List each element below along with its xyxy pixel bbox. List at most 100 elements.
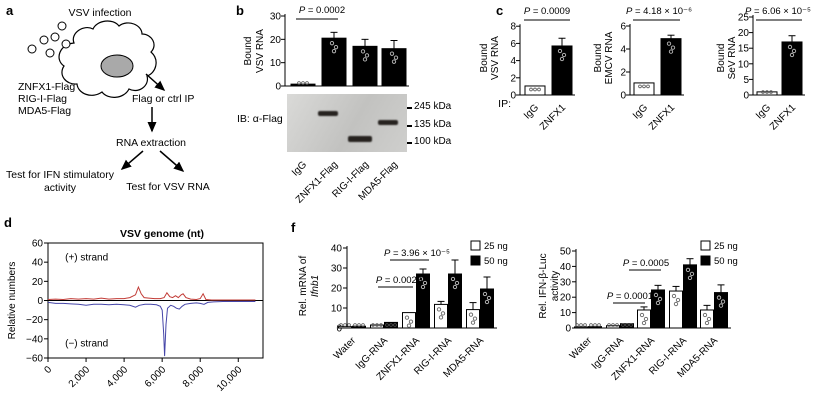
svg-text:Bound: Bound: [716, 44, 727, 73]
svg-text:6: 6: [510, 39, 516, 50]
svg-text:2,000: 2,000: [67, 364, 93, 390]
svg-text:10: 10: [270, 58, 282, 69]
svg-text:0: 0: [275, 82, 281, 93]
marker-tick-100: [407, 142, 412, 144]
marker-label-245: 245 kDa: [414, 101, 452, 112]
svg-text:activity: activity: [550, 271, 561, 302]
svg-text:4: 4: [510, 56, 516, 67]
svg-text:0: 0: [620, 91, 626, 102]
virus-particles: [27, 21, 71, 58]
svg-text:2: 2: [620, 68, 626, 79]
svg-text:VSV RNA: VSV RNA: [255, 29, 266, 73]
svg-text:50 ng: 50 ng: [484, 256, 508, 267]
svg-text:EMCV RNA: EMCV RNA: [604, 31, 615, 84]
svg-text:0: 0: [565, 324, 571, 335]
svg-text:ZNFX1: ZNFX1: [647, 102, 677, 132]
svg-text:10: 10: [560, 308, 572, 319]
svg-text:30: 30: [560, 277, 572, 288]
svg-text:40: 40: [32, 258, 44, 269]
svg-text:ZNFX1: ZNFX1: [538, 102, 568, 132]
svg-text:IP:: IP:: [498, 98, 511, 110]
construct-znfx1-flag: ZNFX1-Flag: [18, 81, 75, 93]
svg-text:0: 0: [510, 91, 516, 102]
svg-text:60: 60: [32, 239, 44, 250]
svg-text:P = 0.0002: P = 0.0002: [299, 5, 345, 16]
svg-text:10: 10: [738, 59, 750, 70]
arrow-rna-to-ifn-test: [120, 150, 144, 170]
svg-text:4: 4: [620, 45, 626, 56]
svg-text:P = 0.0005: P = 0.0005: [623, 258, 669, 269]
svg-text:2: 2: [510, 73, 516, 84]
svg-text:30: 30: [331, 264, 343, 275]
svg-text:0: 0: [336, 324, 342, 335]
svg-text:SeV RNA: SeV RNA: [727, 36, 738, 79]
panel-label-a: a: [6, 3, 14, 18]
rna-extraction-label: RNA extraction: [116, 137, 186, 149]
svg-text:5: 5: [743, 75, 749, 86]
svg-text:−60: −60: [26, 354, 43, 365]
flag-or-ctrl-ip-label: Flag or ctrl IP: [132, 93, 194, 105]
ib-alpha-flag-label: IB: α-Flag: [237, 113, 283, 125]
marker-label-135: 135 kDa: [414, 119, 452, 130]
svg-text:8: 8: [510, 22, 516, 33]
svg-text:6: 6: [620, 22, 626, 33]
blot-band-znfx1-flag: [318, 111, 338, 116]
svg-text:50: 50: [560, 247, 572, 258]
svg-text:0: 0: [42, 364, 54, 376]
blot-band-rig-i-flag: [348, 136, 372, 142]
svg-text:P = 0.0009: P = 0.0009: [524, 6, 570, 17]
svg-text:10: 10: [331, 304, 343, 315]
svg-text:(+) strand: (+) strand: [65, 252, 108, 263]
construct-mda5-flag: MDA5-Flag: [18, 105, 71, 117]
svg-text:−40: −40: [26, 334, 43, 345]
svg-text:25 ng: 25 ng: [484, 241, 508, 252]
vsv-infection-label: VSV infection: [68, 7, 131, 19]
svg-text:Relative numbers: Relative numbers: [7, 262, 18, 340]
svg-text:30: 30: [270, 12, 282, 23]
blot-band-mda5-flag: [378, 120, 398, 125]
test-ifn-label-line1: Test for IFN stimulatory: [6, 169, 115, 181]
arrow-cell-to-ip: [145, 73, 166, 91]
svg-text:10,000: 10,000: [215, 364, 245, 394]
svg-text:P = 6.06 × 10⁻⁵: P = 6.06 × 10⁻⁵: [745, 6, 811, 17]
svg-text:0: 0: [743, 91, 749, 102]
cell-outline: [58, 20, 157, 98]
svg-text:40: 40: [560, 262, 572, 273]
svg-text:20: 20: [32, 277, 44, 288]
svg-text:P = 3.96 × 10⁻⁵: P = 3.96 × 10⁻⁵: [384, 248, 450, 259]
svg-text:IgG: IgG: [754, 102, 773, 121]
svg-text:20: 20: [270, 35, 282, 46]
marker-label-100: 100 kDa: [414, 136, 452, 147]
svg-text:−20: −20: [26, 315, 43, 326]
marker-tick-245: [407, 107, 412, 109]
svg-text:40: 40: [331, 244, 343, 255]
svg-text:Water: Water: [332, 335, 359, 362]
svg-text:Ifnb1: Ifnb1: [310, 275, 321, 297]
svg-text:Bound: Bound: [593, 44, 604, 73]
svg-text:4,000: 4,000: [105, 364, 131, 390]
construct-rig-i-flag: RIG-I-Flag: [18, 93, 67, 105]
svg-text:8,000: 8,000: [181, 364, 207, 390]
svg-text:Bound: Bound: [479, 44, 490, 73]
svg-text:50 ng: 50 ng: [714, 256, 738, 267]
svg-text:Rel. IFN-β-Luc: Rel. IFN-β-Luc: [538, 253, 549, 318]
svg-text:VSV RNA: VSV RNA: [490, 36, 501, 80]
marker-tick-135: [407, 125, 412, 127]
svg-text:6,000: 6,000: [143, 364, 169, 390]
panel-label-b: b: [236, 3, 244, 18]
svg-text:20: 20: [560, 293, 572, 304]
svg-text:Water: Water: [568, 335, 595, 362]
svg-text:P = 0.0026: P = 0.0026: [376, 275, 422, 286]
panel-label-c: c: [496, 3, 504, 18]
panel-label-d: d: [4, 215, 12, 230]
svg-text:0: 0: [37, 296, 43, 307]
